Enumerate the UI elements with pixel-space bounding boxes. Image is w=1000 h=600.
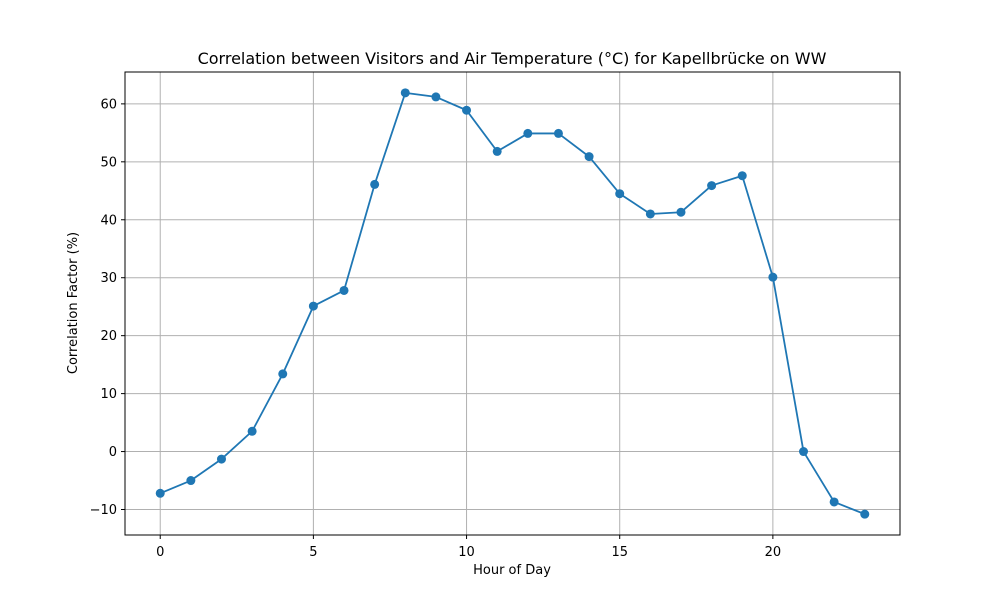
data-point [492,146,502,156]
y-tick-label: 10 [100,387,117,402]
chart-title: Correlation between Visitors and Air Tem… [198,49,827,68]
data-point [676,207,686,217]
x-tick-label: 5 [309,545,317,560]
data-point [339,285,349,295]
x-tick-label: 0 [156,545,164,560]
data-point [247,426,257,436]
y-tick-label: −10 [90,503,117,518]
x-tick-label: 15 [611,545,628,560]
data-point [523,128,533,138]
data-point [155,488,165,498]
y-tick-label: 60 [100,97,117,112]
y-tick-label: 50 [100,155,117,170]
x-axis-title: Hour of Day [473,563,551,578]
y-axis-title: Correlation Factor (%) [66,232,81,374]
x-axis: 0 5 10 15 20 [156,535,781,560]
y-tick-label: 40 [100,213,117,228]
data-point [431,92,441,102]
data-point [400,88,410,98]
data-point [216,454,226,464]
data-point [584,152,594,162]
y-tick-label: 20 [100,329,117,344]
data-point [829,497,839,507]
series-line [159,91,866,515]
series-layer [155,88,870,519]
y-tick-label: 30 [100,271,117,286]
data-point [553,128,563,138]
plot-frame [124,71,901,536]
data-point [860,509,870,519]
data-point [707,181,717,191]
data-point [186,476,196,486]
x-tick-label: 10 [458,545,475,560]
y-tick-label: 0 [109,445,117,460]
data-point [768,272,778,282]
data-point [308,301,318,311]
data-point [645,209,655,219]
x-tick-label: 20 [765,545,782,560]
data-point [278,369,288,379]
y-axis: −10 0 10 20 30 40 50 60 [90,97,125,518]
data-point [737,171,747,181]
data-point [615,189,625,199]
data-point [370,179,380,189]
data-point [799,447,809,457]
data-point [462,105,472,115]
